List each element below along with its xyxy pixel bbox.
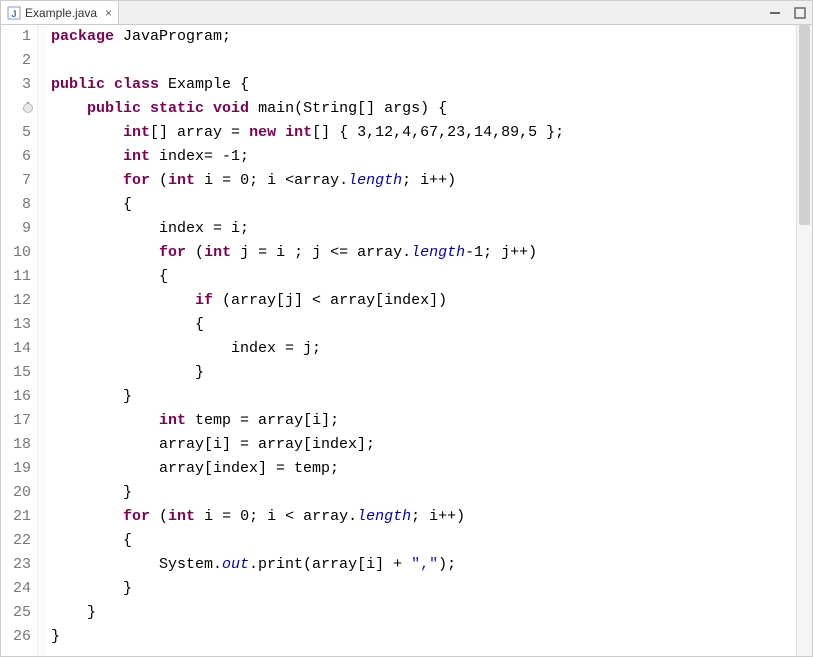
editor-area: 1234567891011121314151617181920212223242… (1, 25, 812, 656)
line-number-gutter: 1234567891011121314151617181920212223242… (1, 25, 37, 656)
line-number: 17 (1, 409, 31, 433)
tab-filename: Example.java (25, 6, 97, 20)
code-line: } (51, 577, 796, 601)
code-line: { (51, 529, 796, 553)
vertical-scrollbar[interactable] (796, 25, 812, 656)
line-number: 20 (1, 481, 31, 505)
java-file-icon: J (7, 6, 21, 20)
line-number: 22 (1, 529, 31, 553)
code-line: int temp = array[i]; (51, 409, 796, 433)
line-number: 16 (1, 385, 31, 409)
line-number: 24 (1, 577, 31, 601)
code-line: package JavaProgram; (51, 25, 796, 49)
line-number: 13 (1, 313, 31, 337)
code-line (51, 49, 796, 73)
code-line: for (int j = i ; j <= array.length-1; j+… (51, 241, 796, 265)
code-line: } (51, 385, 796, 409)
code-line: int[] array = new int[] { 3,12,4,67,23,1… (51, 121, 796, 145)
tab-bar: J Example.java × (1, 1, 812, 25)
code-line: public static void main(String[] args) { (51, 97, 796, 121)
line-number: 15 (1, 361, 31, 385)
code-line: { (51, 313, 796, 337)
code-line: index = i; (51, 217, 796, 241)
code-line: public class Example { (51, 73, 796, 97)
marker-strip (37, 25, 47, 656)
line-number: 6 (1, 145, 31, 169)
line-number: 23 (1, 553, 31, 577)
code-line: array[i] = array[index]; (51, 433, 796, 457)
code-line: } (51, 625, 796, 649)
line-number: 4 (1, 97, 31, 121)
toolbar-right (770, 1, 806, 25)
line-number: 11 (1, 265, 31, 289)
code-line: } (51, 361, 796, 385)
line-number: 8 (1, 193, 31, 217)
line-number: 9 (1, 217, 31, 241)
code-line: if (array[j] < array[index]) (51, 289, 796, 313)
line-number: 18 (1, 433, 31, 457)
line-number: 12 (1, 289, 31, 313)
line-number: 25 (1, 601, 31, 625)
code-line: } (51, 601, 796, 625)
line-number: 7 (1, 169, 31, 193)
line-number: 14 (1, 337, 31, 361)
close-icon[interactable]: × (105, 6, 112, 20)
line-number: 10 (1, 241, 31, 265)
maximize-icon[interactable] (794, 7, 806, 19)
code-line: array[index] = temp; (51, 457, 796, 481)
code-content[interactable]: package JavaProgram; public class Example… (47, 25, 796, 656)
code-line: for (int i = 0; i <array.length; i++) (51, 169, 796, 193)
file-tab[interactable]: J Example.java × (1, 1, 119, 24)
code-line: { (51, 193, 796, 217)
code-line: int index= -1; (51, 145, 796, 169)
override-marker-icon (23, 103, 33, 113)
line-number: 1 (1, 25, 31, 49)
line-number: 19 (1, 457, 31, 481)
code-line: for (int i = 0; i < array.length; i++) (51, 505, 796, 529)
code-line: index = j; (51, 337, 796, 361)
line-number: 2 (1, 49, 31, 73)
line-number: 3 (1, 73, 31, 97)
line-number: 26 (1, 625, 31, 649)
code-line: } (51, 481, 796, 505)
line-number: 21 (1, 505, 31, 529)
minimize-icon[interactable] (770, 8, 784, 18)
code-line: { (51, 265, 796, 289)
svg-text:J: J (11, 9, 16, 19)
scroll-thumb[interactable] (799, 25, 810, 225)
code-line: System.out.print(array[i] + ","); (51, 553, 796, 577)
line-number: 5 (1, 121, 31, 145)
